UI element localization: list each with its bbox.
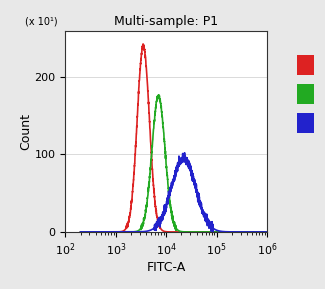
Y-axis label: Count: Count: [19, 113, 32, 150]
Text: (x 10¹): (x 10¹): [25, 16, 58, 27]
Title: Multi-sample: P1: Multi-sample: P1: [114, 15, 218, 28]
X-axis label: FITC-A: FITC-A: [147, 261, 186, 274]
